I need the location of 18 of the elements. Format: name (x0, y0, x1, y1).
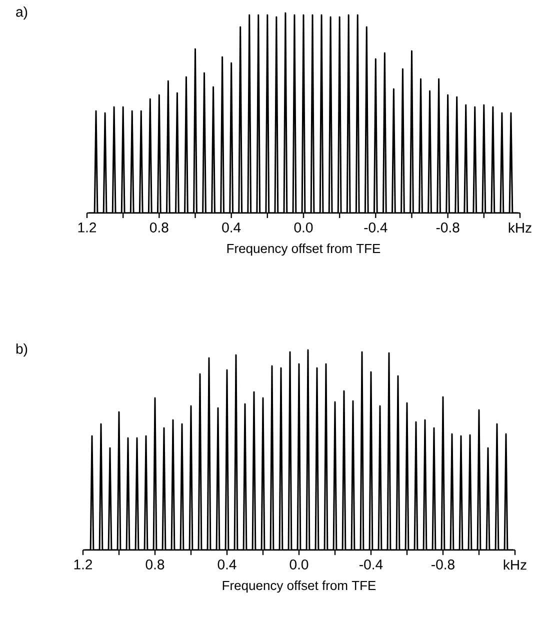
x-tick-label: -0.8 (436, 222, 460, 232)
x-tick-label: 0.0 (294, 222, 313, 232)
x-tick-label: 0.8 (146, 560, 164, 570)
x-tick-label: 1.2 (74, 560, 92, 570)
x-axis-title: Frequency offset from TFE (227, 244, 380, 256)
chart-title: a) (16, 6, 28, 20)
x-tick-label: 0.8 (150, 222, 168, 232)
x-tick-label: kHz (504, 560, 526, 570)
chart-title: b) (16, 344, 28, 357)
x-tick-label: 0.4 (222, 222, 241, 232)
x-tick-label: 0.0 (290, 560, 308, 570)
x-tick-label: -0.4 (364, 222, 388, 232)
x-axis-title: Frequency offset from TFE (222, 580, 376, 593)
x-tick-label: 1.2 (78, 222, 96, 232)
x-tick-label: -0.8 (432, 560, 454, 570)
x-tick-label: 0.4 (218, 560, 236, 570)
x-tick-label: kHz (508, 222, 532, 233)
x-tick-label: -0.4 (360, 560, 383, 570)
